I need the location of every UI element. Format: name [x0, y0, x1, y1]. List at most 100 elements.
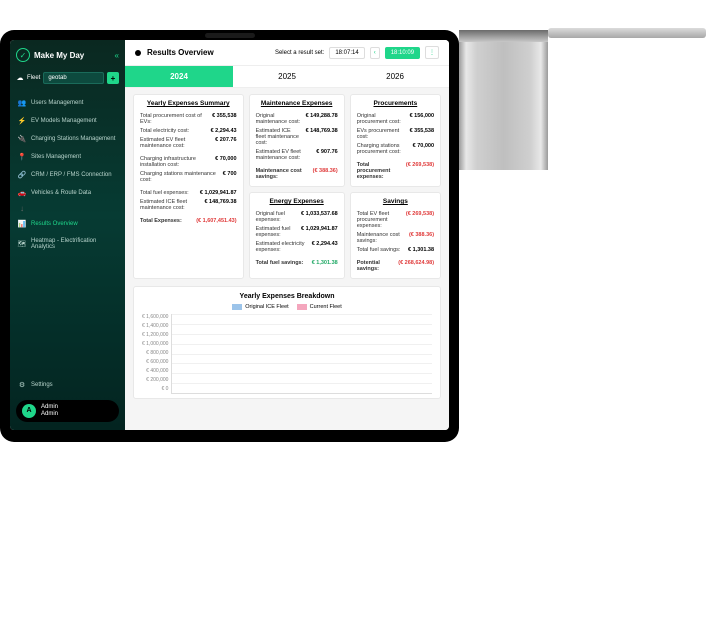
row-label: Estimated EV fleet maintenance cost:: [140, 137, 211, 149]
ytick: € 1,400,000: [142, 323, 168, 329]
row-value: € 700: [223, 171, 237, 177]
row-value: € 355,538: [410, 128, 434, 134]
row-value: € 1,029,941.87: [200, 190, 237, 196]
nav-label: Charging Stations Management: [31, 136, 115, 142]
nav-icon: 🚗: [18, 189, 26, 197]
row-label: Total electricity cost:: [140, 128, 207, 134]
sidebar-item[interactable]: 🗺Heatmap - Electrification Analytics: [16, 233, 119, 255]
row-value: € 70,000: [413, 143, 434, 149]
sidebar-item[interactable]: 🔗CRM / ERP / FMS Connection: [16, 166, 119, 184]
row-value: € 1,033,537.68: [301, 211, 338, 217]
app-screen: ✓ Make My Day « ☁ Fleet geotab + 👥Users …: [10, 40, 449, 430]
card-savings: SavingsTotal EV fleet procurement expens…: [350, 192, 441, 279]
fleet-add-button[interactable]: +: [107, 72, 119, 84]
total-row: Total fuel savings:€ 1,301.38: [256, 258, 338, 267]
data-row: Estimated ICE fleet maintenance cost: € 1…: [256, 126, 338, 147]
chart-legend: Original ICE FleetCurrent Fleet: [142, 304, 432, 310]
data-row: Estimated fuel expenses:€ 1,029,941.87: [256, 224, 338, 239]
ytick: € 400,000: [146, 368, 168, 374]
nav-divider-arrow: ↓: [20, 204, 119, 213]
settings-label: Settings: [31, 382, 53, 388]
row-value: (€ 388.36): [409, 232, 434, 238]
ytick: € 600,000: [146, 359, 168, 365]
content-grid: Yearly Expenses SummaryTotal procurement…: [125, 88, 449, 405]
result-set-1[interactable]: 18:07:14: [329, 47, 364, 59]
sidebar-collapse-icon[interactable]: «: [115, 51, 119, 60]
year-tab[interactable]: 2024: [125, 66, 233, 88]
sidebar-item[interactable]: 🚗 Vehicles & Route Data: [16, 184, 119, 202]
brand-text: Make My Day: [34, 51, 84, 60]
row-label: Estimated ICE fleet maintenance cost:: [256, 128, 302, 146]
total-row: Total Expenses:(€ 1,607,451.43): [140, 216, 237, 225]
result-set-prev-icon[interactable]: ‹: [370, 47, 380, 59]
result-set-menu-icon[interactable]: ⋮: [425, 46, 439, 59]
row-label: Total Expenses:: [140, 218, 192, 224]
brand-logo-icon: ✓: [16, 48, 30, 62]
row-value: € 148,769.38: [306, 128, 338, 134]
fleet-select[interactable]: geotab: [43, 72, 104, 84]
sidebar-item[interactable]: 👥Users Management: [16, 94, 119, 112]
monitor-base: [548, 28, 706, 38]
data-row: Estimated electricity expenses:€ 2,294.4…: [256, 239, 338, 254]
nav-label: CRM / ERP / FMS Connection: [31, 172, 112, 178]
data-row: Estimated ICE fleet maintenance cost:€ 1…: [140, 197, 237, 212]
row-label: Total fuel savings:: [357, 247, 404, 253]
sidebar-item-settings[interactable]: ⚙ Settings: [16, 376, 119, 394]
row-value: € 1,301.38: [408, 247, 434, 253]
row-label: Estimated ICE fleet maintenance cost:: [140, 199, 200, 211]
ytick: € 0: [161, 386, 168, 392]
row-value: € 207.76: [215, 137, 236, 143]
data-row: Original procurement cost:€ 156,000: [357, 111, 434, 126]
year-tab[interactable]: 2025: [233, 66, 341, 88]
result-set-2[interactable]: 18:10:09: [385, 47, 420, 59]
card-title: Energy Expenses: [256, 198, 338, 205]
user-pill[interactable]: A Admin Admin: [16, 400, 119, 422]
data-row: EVs procurement cost:€ 355,538: [357, 126, 434, 141]
row-label: Charging stations maintenance cost:: [140, 171, 219, 183]
fleet-selector-row: ☁ Fleet geotab +: [16, 72, 119, 84]
data-row: Total fuel expenses: € 1,029,941.87: [140, 188, 237, 197]
row-label: Estimated EV fleet maintenance cost:: [256, 149, 313, 161]
nav-label: Vehicles & Route Data: [31, 190, 91, 196]
sidebar-item[interactable]: 🔌 Charging Stations Management: [16, 130, 119, 148]
year-tab[interactable]: 2026: [341, 66, 449, 88]
row-label: Original maintenance cost:: [256, 113, 302, 125]
row-label: Original fuel expenses:: [256, 211, 297, 223]
nav-label: Users Management: [31, 100, 83, 106]
nav-label: Sites Management: [31, 154, 81, 160]
ytick: € 800,000: [146, 350, 168, 356]
nav-label: Results Overview: [31, 221, 78, 227]
card-title: Savings: [357, 198, 434, 205]
page-title: Results Overview: [147, 48, 214, 57]
row-value: € 156,000: [410, 113, 434, 119]
nav-icon: 🔌: [18, 135, 26, 143]
ytick: € 1,600,000: [142, 314, 168, 320]
data-row: Total fuel savings: € 1,301.38: [357, 245, 434, 254]
data-row: Total electricity cost:€ 2,294.43: [140, 126, 237, 135]
card-title: Maintenance Expenses: [256, 100, 338, 107]
data-row: Maintenance cost savings:(€ 388.36): [357, 230, 434, 245]
row-label: Total fuel expenses:: [140, 190, 196, 196]
nav-section-2: 📊 Results Overview 🗺Heatmap - Electrificat…: [16, 215, 119, 255]
chart-bars-area: [171, 314, 432, 394]
total-row: Maintenance cost savings:(€ 388.36): [256, 166, 338, 181]
topbar-right: Select a result set: 18:07:14 ‹ 18:10:09…: [275, 46, 439, 59]
row-value: (€ 269,538): [406, 162, 434, 168]
nav-icon: 📊: [18, 220, 26, 228]
row-label: Estimated electricity expenses:: [256, 241, 308, 253]
row-value: (€ 388.36): [313, 168, 338, 174]
data-row: Original maintenance cost:€ 149,288.78: [256, 111, 338, 126]
avatar: A: [22, 404, 36, 418]
ytick: € 1,000,000: [142, 341, 168, 347]
row-label: Potential savings:: [357, 260, 395, 272]
chart-card: Yearly Expenses Breakdown Original ICE F…: [133, 286, 441, 399]
monitor-stand: [459, 30, 548, 170]
nav-label: Heatmap - Electrification Analytics: [31, 238, 117, 250]
sidebar-item[interactable]: 📍 Sites Management: [16, 148, 119, 166]
nav-icon: 📍: [18, 153, 26, 161]
sidebar-item[interactable]: 📊 Results Overview: [16, 215, 119, 233]
row-label: Charging infrastructure installation cos…: [140, 156, 211, 168]
user-line1: Admin: [41, 404, 58, 411]
sidebar-item[interactable]: ⚡EV Models Management: [16, 112, 119, 130]
row-label: Total fuel savings:: [256, 260, 308, 266]
